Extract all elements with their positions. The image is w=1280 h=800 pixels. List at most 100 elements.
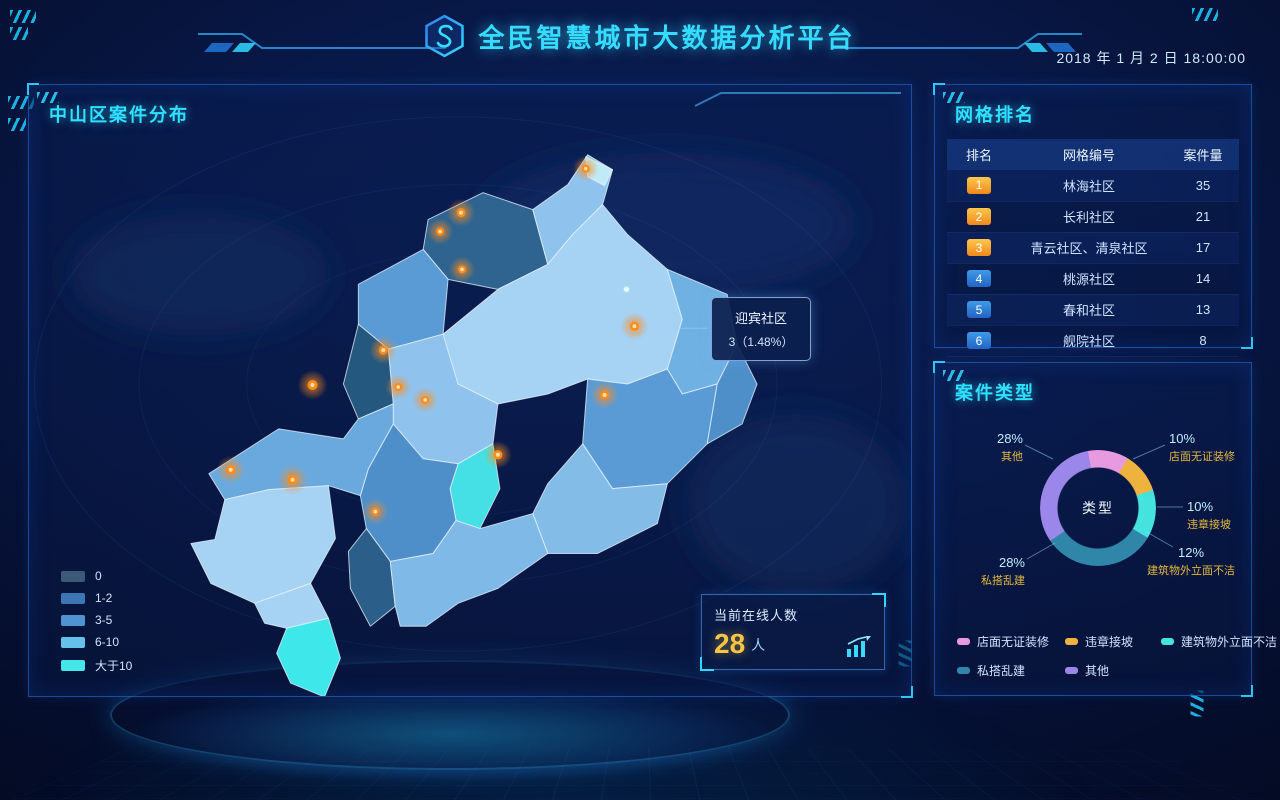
legend-swatch — [61, 570, 85, 582]
case-count: 21 — [1167, 201, 1239, 233]
grid-name: 桃源社区 — [1011, 263, 1167, 295]
case-marker[interactable] — [362, 498, 389, 525]
card-corner — [872, 593, 886, 607]
case-type-chart: 类型 28% 其他 10% 店面无证装修 10% 违章接坡 12% — [935, 407, 1251, 617]
case-marker[interactable] — [369, 336, 398, 365]
legend-label: 其他 — [1085, 664, 1110, 678]
case-marker[interactable] — [572, 155, 599, 182]
donut-callout-facade: 12% 建筑物外立面不洁 — [1131, 543, 1251, 580]
rank-badge: 2 — [967, 208, 991, 225]
online-users-unit: 人 — [751, 637, 766, 653]
callout-label: 店面无证装修 — [1169, 451, 1235, 464]
map-region — [276, 617, 341, 696]
rank-badge: 6 — [967, 332, 991, 349]
panel-corner — [27, 83, 39, 95]
grid-name: 林海社区 — [1011, 170, 1167, 202]
legend-item: 0 — [61, 569, 132, 583]
header-decoration-right — [834, 33, 1082, 52]
datetime: 2018 年 1 月 2 日 18:00:00 — [1056, 50, 1246, 66]
donut-callout-illegal-build: 28% 私搭乱建 — [959, 553, 1025, 590]
column-header-rank: 排名 — [947, 139, 1011, 170]
panel-corner — [933, 361, 945, 373]
legend-item: 1-2 — [61, 591, 132, 605]
case-type-legend: 店面无证装修 违章接坡 建筑物外立面不洁 私搭乱建 其他 — [957, 633, 1277, 679]
side-ticks — [8, 96, 34, 109]
ranking-panel-title: 网格排名 — [955, 105, 1035, 125]
case-markers[interactable] — [216, 155, 649, 525]
map-panel-title: 中山区案件分布 — [49, 105, 189, 125]
rank-badge: 4 — [967, 270, 991, 287]
case-marker[interactable] — [449, 256, 475, 283]
legend-label: 1-2 — [95, 591, 113, 605]
grid-name: 春和社区 — [1011, 294, 1167, 326]
column-header-grid: 网格编号 — [1011, 139, 1167, 170]
panel-ticks — [943, 370, 965, 381]
case-count: 35 — [1167, 170, 1239, 202]
case-marker[interactable] — [590, 381, 619, 409]
legend-label: 私搭乱建 — [977, 664, 1026, 678]
case-marker[interactable] — [483, 440, 512, 469]
donut-center-label: 类型 — [1082, 500, 1114, 516]
legend-swatch — [1065, 638, 1078, 645]
panel-ticks — [37, 92, 59, 103]
case-type-donut[interactable] — [1040, 450, 1156, 566]
case-marker[interactable] — [447, 198, 475, 227]
corner-ticks — [10, 10, 36, 23]
legend-label: 0 — [95, 569, 102, 583]
legend-item: 3-5 — [61, 613, 132, 627]
table-row[interactable]: 2 长利社区 21 — [947, 201, 1239, 233]
panel-corner — [1241, 685, 1253, 697]
table-header-row: 排名 网格编号 案件量 — [947, 139, 1239, 170]
page-title: 全民智慧城市大数据分析平台 — [478, 22, 856, 53]
legend-swatch — [957, 638, 970, 645]
corner-ticks — [10, 27, 28, 40]
online-users-label: 当前在线人数 — [714, 608, 799, 623]
grid-name: 青云社区、清泉社区 — [1011, 232, 1167, 264]
panel-ticks — [943, 92, 965, 103]
callout-label: 其他 — [1001, 451, 1023, 464]
case-marker[interactable] — [385, 374, 412, 400]
online-users-count: 28 — [714, 628, 746, 659]
map-regions[interactable] — [190, 154, 758, 696]
table-row[interactable]: 6 舰院社区 8 — [947, 325, 1239, 357]
legend-label: 建筑物外立面不洁 — [1181, 635, 1278, 649]
legend-item: 其他 — [1065, 662, 1161, 679]
callout-percent: 28% — [996, 431, 1023, 446]
header: 全民智慧城市大数据分析平台 2018 年 1 月 2 日 18:00:00 — [0, 0, 1280, 74]
legend-item: 大于10 — [61, 657, 132, 674]
map-region — [190, 485, 336, 604]
table-row[interactable]: 1 林海社区 35 — [947, 170, 1239, 202]
case-marker[interactable] — [620, 312, 649, 341]
legend-item: 建筑物外立面不洁 — [1161, 633, 1277, 650]
corner-ticks — [1192, 8, 1218, 21]
case-marker[interactable] — [412, 387, 439, 413]
selected-point[interactable] — [622, 285, 630, 293]
tooltip-value: 3（1.48%） — [728, 335, 794, 349]
panel-corner — [933, 83, 945, 95]
grid-name: 舰院社区 — [1011, 325, 1167, 357]
callout-percent: 12% — [1177, 545, 1205, 560]
grid-name: 长利社区 — [1011, 201, 1167, 233]
panel-corner — [901, 686, 913, 698]
map-region — [532, 443, 668, 554]
case-marker[interactable] — [427, 218, 454, 245]
callout-percent: 10% — [1169, 431, 1196, 446]
case-count: 13 — [1167, 294, 1239, 326]
legend-swatch — [61, 614, 85, 626]
callout-percent: 28% — [998, 555, 1025, 570]
platform-logo-icon — [425, 14, 464, 58]
table-row[interactable]: 5 春和社区 13 — [947, 294, 1239, 326]
bar-chart-icon — [847, 636, 871, 657]
table-row[interactable]: 4 桃源社区 14 — [947, 263, 1239, 295]
panel-corner — [1241, 337, 1253, 349]
case-marker[interactable] — [277, 464, 308, 495]
district-map[interactable] — [29, 85, 911, 696]
rank-badge: 5 — [967, 301, 991, 318]
legend-label: 3-5 — [95, 613, 113, 627]
table-row[interactable]: 3 青云社区、清泉社区 17 — [947, 232, 1239, 264]
online-users-card: 当前在线人数 28 人 — [700, 593, 886, 671]
case-marker[interactable] — [297, 370, 328, 400]
legend-swatch — [1161, 638, 1174, 645]
case-marker[interactable] — [216, 455, 245, 484]
